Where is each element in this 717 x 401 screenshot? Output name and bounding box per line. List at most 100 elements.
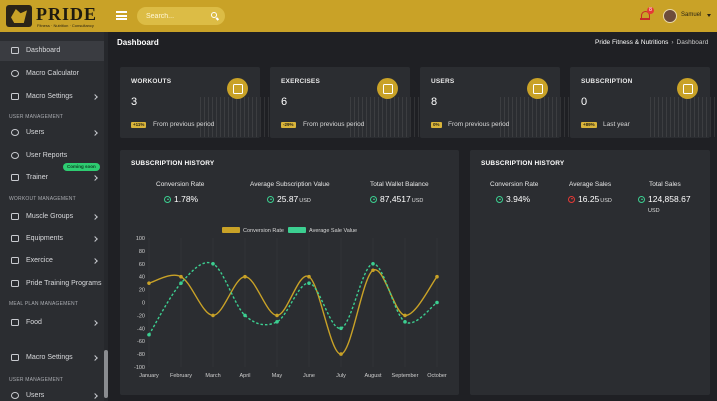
sidebar-item-dashboard[interactable]: Dashboard [0, 41, 104, 61]
sidebar-item-label: Food [26, 319, 42, 326]
breadcrumb-current: Dashboard [676, 39, 709, 46]
sidebar-item-label: Trainer [26, 174, 48, 181]
stat-change-badge: +89% [581, 122, 597, 128]
sidebar-item-user-reports[interactable]: User Reports [0, 146, 104, 166]
user-name[interactable]: Samuel [681, 12, 702, 18]
monitor-icon [11, 47, 19, 54]
chevron-right-icon [92, 236, 98, 242]
brand-logo[interactable]: PRIDE Fitness · Nutrition · Consultancy [6, 3, 102, 29]
panel-title: SUBSCRIPTION HISTORY [481, 160, 565, 167]
sidebar-item-trainer[interactable]: Trainer [0, 168, 104, 188]
sidebar-item-label: Users [26, 392, 45, 399]
coming-soon-badge: Coming soon [63, 163, 100, 171]
briefcase-icon [677, 78, 698, 99]
stat-change-badge: 0% [431, 122, 442, 128]
trainer-icon [11, 174, 19, 181]
sidebar-scrollbar[interactable] [104, 32, 108, 401]
stat-title: WORKOUTS [131, 78, 172, 85]
stat-value: 8 [431, 96, 438, 108]
program-icon [11, 280, 19, 287]
stat-title: EXERCISES [281, 78, 321, 85]
sidebar-item-users[interactable]: Users [0, 123, 104, 143]
search-input[interactable] [137, 7, 225, 25]
sales-history-panel: SUBSCRIPTION HISTORY Conversion Rate 3.9… [470, 150, 710, 395]
layers-icon [377, 78, 398, 99]
users-icon [527, 78, 548, 99]
chevron-right-icon [92, 214, 98, 220]
lion-logo-icon [6, 5, 32, 27]
avatar[interactable] [663, 9, 677, 23]
metric-label: Average Subscription Value [250, 181, 330, 188]
users-icon [11, 129, 19, 136]
sidebar-item-users-2[interactable]: Users [0, 386, 104, 401]
sidebar-item-food[interactable]: Food [0, 313, 104, 333]
chevron-right-icon [92, 258, 98, 264]
bell-icon[interactable] [640, 11, 650, 20]
sidebar-section-title: USER MANAGEMENT [9, 114, 64, 120]
sidebar-item-label: User Reports [26, 152, 68, 159]
sidebar-item-label: Users [26, 129, 45, 136]
sidebar-item-macro-settings[interactable]: Macro Settings [0, 87, 104, 107]
sidebar-item-label: Exercice [26, 257, 53, 264]
food-icon [11, 319, 19, 326]
breadcrumb-separator: › [671, 39, 674, 46]
metric-value: 1.78% [164, 194, 199, 204]
stat-title: SUBSCRIPTION [581, 78, 633, 85]
trend-up-icon [164, 195, 171, 203]
sidebar-item-training-programs[interactable]: Pride Training Programs [0, 274, 104, 294]
grid-icon [11, 354, 19, 361]
panel-title: SUBSCRIPTION HISTORY [131, 160, 215, 167]
sidebar-item-label: Pride Training Programs [26, 280, 102, 287]
chevron-right-icon [92, 355, 98, 361]
trend-up-icon [638, 195, 645, 203]
trend-up-icon [267, 195, 274, 203]
chevron-right-icon [92, 393, 98, 399]
sidebar-item-muscle-groups[interactable]: Muscle Groups [0, 207, 104, 227]
top-bar: PRIDE Fitness · Nutrition · Consultancy … [0, 0, 717, 32]
sidebar-item-label: Equipments [26, 235, 63, 242]
sidebar-item-macro-calculator[interactable]: Macro Calculator [0, 64, 104, 84]
sidebar-item-label: Macro Settings [26, 354, 73, 361]
sidebar-item-label: Muscle Groups [26, 213, 74, 220]
stat-card-exercises: EXERCISES 6 -29% From previous period [270, 67, 450, 138]
menu-toggle-icon[interactable] [116, 11, 127, 20]
metric-label: Conversion Rate [490, 181, 539, 188]
metric-label: Total Sales [649, 181, 681, 188]
muscle-icon [11, 213, 19, 220]
stat-change-badge: +11% [131, 122, 147, 128]
sidebar-scroll-thumb[interactable] [104, 350, 108, 398]
chevron-down-icon[interactable] [707, 14, 711, 17]
stat-card-users: USERS 8 0% From previous period [420, 67, 600, 138]
sidebar-section-title: MEAL PLAN MANAGEMENT [9, 301, 79, 307]
metric-label: Conversion Rate [156, 181, 205, 188]
chevron-right-icon [92, 320, 98, 326]
notification-badge: 8 [647, 7, 654, 14]
stat-value: 0 [581, 96, 588, 108]
breadcrumb: Pride Fitness & Nutritions › Dashboard [595, 39, 708, 46]
chevron-right-icon [92, 94, 98, 100]
sidebar-item-macro-settings-2[interactable]: Macro Settings [0, 348, 104, 368]
sidebar-item-exercice[interactable]: Exercice [0, 251, 104, 271]
sidebar-item-label: Macro Calculator [26, 70, 79, 77]
stat-card-subscription: SUBSCRIPTION 0 +89% Last year [570, 67, 717, 138]
stat-note: From previous period [303, 121, 365, 128]
metric-value: 16.25USD [568, 194, 612, 204]
chevron-right-icon [92, 175, 98, 181]
sidebar-item-label: Dashboard [26, 47, 61, 54]
sidebar-section-title: WORKOUT MANAGEMENT [9, 196, 76, 202]
search-icon[interactable] [211, 12, 217, 18]
metric-value: 25.87USD [267, 194, 311, 204]
user-report-icon [11, 152, 19, 159]
page-title: Dashboard [117, 38, 159, 47]
stat-note: Last year [603, 121, 630, 128]
stat-note: From previous period [153, 121, 215, 128]
stat-card-background-pattern [650, 97, 717, 137]
metric-value: 3.94% [496, 194, 531, 204]
metric-value: 87,4517USD [370, 194, 423, 204]
users-icon [11, 392, 19, 399]
trend-up-icon [496, 195, 503, 203]
sidebar-item-equipments[interactable]: Equipments [0, 229, 104, 249]
exercise-icon [11, 257, 19, 264]
breadcrumb-link[interactable]: Pride Fitness & Nutritions [595, 39, 669, 46]
metric-label: Total Wallet Balance [370, 181, 429, 188]
